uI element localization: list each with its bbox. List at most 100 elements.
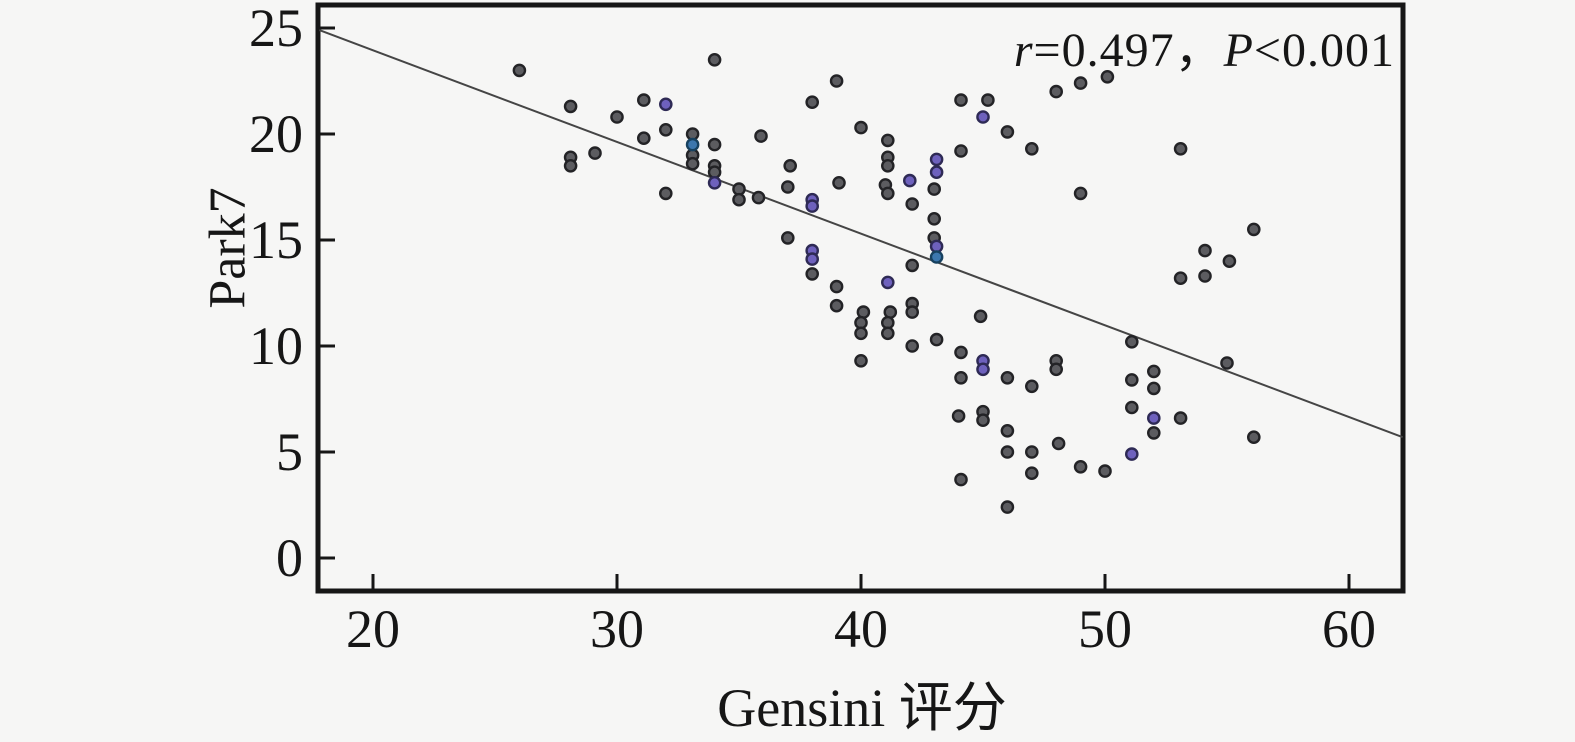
- scatter-point-gray: [781, 180, 795, 194]
- scatter-point-gray: [881, 133, 895, 148]
- scatter-point-gray: [954, 345, 968, 360]
- scatter-point-gray: [1198, 243, 1212, 258]
- x-tick-label: 50: [1078, 599, 1132, 659]
- scatter-point-gray: [732, 192, 746, 207]
- y-tick-label: 15: [249, 210, 303, 270]
- scatter-point-gray: [659, 186, 673, 201]
- scatter-point-gray: [1147, 364, 1161, 379]
- r-value: =0.497: [1033, 24, 1175, 77]
- scatter-point-gray: [1000, 445, 1015, 459]
- scatter-point-gray: [685, 156, 700, 171]
- scatter-point-gray: [1173, 411, 1188, 425]
- scatter-point-gray: [1025, 445, 1039, 459]
- scatter-point-gray: [854, 326, 868, 341]
- scatter-point-gray: [881, 158, 895, 173]
- scatter-point-gray: [1147, 426, 1161, 440]
- scatter-point-gray: [881, 326, 895, 341]
- scatter-point-gray: [1025, 379, 1039, 394]
- scatter-point-gray: [707, 137, 722, 152]
- scatter-point-gray: [783, 158, 798, 173]
- scatter-point-gray: [1025, 466, 1039, 481]
- scatter-point-gray: [856, 305, 871, 319]
- scatter-point-purple: [707, 175, 722, 190]
- y-tick-label: 25: [249, 0, 303, 58]
- annotation-comma: ，: [1174, 24, 1224, 77]
- x-tick-label: 20: [346, 599, 400, 659]
- correlation-annotation: r=0.497，P<0.001: [1014, 10, 1395, 80]
- scatter-point-gray: [1173, 271, 1188, 286]
- scatter-point-gray: [1051, 436, 1066, 451]
- scatter-point-gray: [563, 99, 578, 114]
- scatter-point-gray: [751, 190, 766, 205]
- scatter-point-purple: [976, 110, 990, 124]
- scatter-point-gray: [1049, 84, 1063, 99]
- scatter-point-gray: [637, 131, 651, 145]
- x-axis-title: Gensini 评分: [717, 678, 1007, 738]
- scatter-point-gray: [829, 298, 844, 313]
- scatter-point-gray: [1125, 373, 1139, 387]
- scatter-point-gray: [1100, 70, 1115, 84]
- scatter-point-gray: [1173, 141, 1188, 156]
- scatter-point-purple: [929, 165, 944, 179]
- scatter-point-gray: [927, 211, 942, 226]
- scatter-point-gray: [981, 93, 995, 107]
- scatter-point-gray: [929, 332, 944, 347]
- scatter-point-purple: [1125, 447, 1139, 461]
- scatter-point-gray: [1220, 356, 1234, 370]
- scatter-point-gray: [854, 120, 868, 135]
- scatter-point-gray: [1000, 423, 1015, 438]
- scatter-point-gray: [1198, 269, 1212, 283]
- scatter-point-purple: [805, 199, 820, 213]
- scatter-point-gray: [1000, 370, 1015, 385]
- scatter-point-gray: [954, 144, 968, 158]
- scatter-point-purple: [881, 275, 895, 290]
- scatter-point-gray: [1125, 334, 1139, 349]
- scatter-point-gray: [829, 74, 844, 88]
- scatter-point-purple: [659, 97, 673, 112]
- scatter-point-gray: [954, 93, 968, 107]
- scatter-point-purple: [929, 152, 944, 167]
- scatter-point-gray: [854, 353, 868, 368]
- scatter-point-gray: [1073, 186, 1088, 201]
- scatter-point-gray: [1073, 459, 1088, 474]
- scatter-point-gray: [1000, 125, 1015, 139]
- scatter-point-gray: [1247, 222, 1261, 237]
- scatter-point-gray: [1125, 400, 1139, 415]
- scatter-point-gray: [832, 175, 846, 190]
- scatter-point-gray: [1025, 141, 1039, 156]
- p-value: <0.001: [1253, 24, 1395, 77]
- scatter-point-gray: [754, 129, 768, 143]
- scatter-point-gray: [976, 413, 990, 428]
- scatter-point-gray: [1049, 362, 1063, 377]
- scatter-point-purple: [976, 362, 990, 377]
- scatter-point-gray: [883, 305, 898, 319]
- scatter-point-gray: [829, 279, 844, 294]
- scatter-point-gray: [905, 339, 920, 353]
- scatter-point-gray: [954, 472, 968, 487]
- y-tick-label: 10: [249, 316, 303, 376]
- scatter-point-gray: [1222, 254, 1237, 269]
- regression-line: [318, 29, 1404, 439]
- scatter-point-gray: [1098, 464, 1112, 478]
- scatter-point-gray: [563, 158, 578, 173]
- scatter-point-purple: [1147, 411, 1161, 425]
- scatter-point-gray: [881, 186, 895, 201]
- scatter-point-purple: [805, 252, 820, 266]
- scatter-point-gray: [973, 309, 988, 324]
- scatter-point-gray: [1247, 430, 1261, 445]
- scatter-point-gray: [905, 258, 920, 273]
- scatter-point-gray: [1147, 381, 1161, 396]
- scatter-point-gray: [1000, 500, 1015, 514]
- scatter-point-blue: [929, 250, 944, 264]
- x-tick-label: 30: [590, 599, 644, 659]
- scatter-point-gray: [927, 182, 942, 196]
- scatter-point-gray: [512, 63, 527, 78]
- scatter-point-gray: [805, 95, 820, 109]
- scatter-point-gray: [637, 93, 651, 107]
- plot-frame: [315, 2, 1406, 594]
- scatter-point-gray: [781, 231, 795, 245]
- scatter-point-gray: [1073, 76, 1088, 90]
- scatter-point-gray: [905, 305, 920, 319]
